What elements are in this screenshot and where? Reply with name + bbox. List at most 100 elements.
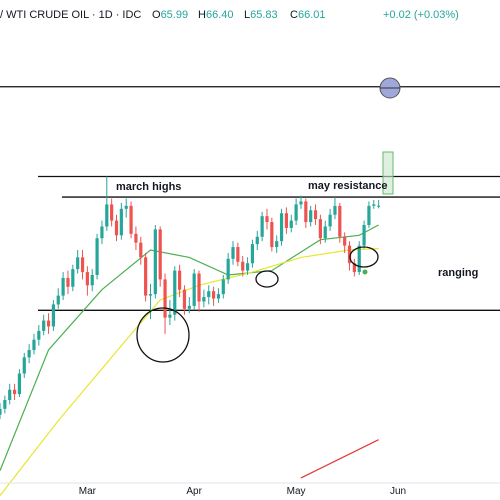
ohlc-value: C66.01 xyxy=(290,9,325,21)
candle-body xyxy=(250,244,255,264)
candle-body xyxy=(211,291,216,299)
target-box xyxy=(382,151,394,195)
candle-body xyxy=(236,247,240,262)
x-tick-label: Jun xyxy=(390,486,406,497)
indicator-line xyxy=(300,439,379,479)
candle-body xyxy=(153,229,157,295)
candle-body xyxy=(241,261,245,271)
candle-body xyxy=(163,279,167,318)
candle-body xyxy=(12,389,17,395)
candle-body xyxy=(318,219,322,239)
candle-body xyxy=(289,220,293,228)
header-bg xyxy=(0,0,500,26)
candle-body xyxy=(323,226,327,239)
candle-body xyxy=(275,241,279,248)
circle-annotation xyxy=(136,307,190,363)
candle-body xyxy=(182,289,187,309)
candle-body xyxy=(299,201,303,205)
candle-body xyxy=(90,275,94,286)
candle-body xyxy=(37,330,41,340)
candle-body xyxy=(158,229,162,280)
candle-body xyxy=(245,263,250,271)
signal-dot xyxy=(362,269,368,275)
annotation: ranging xyxy=(438,267,478,279)
ohlc-value: O65.99 xyxy=(152,9,188,21)
candle-body xyxy=(173,270,177,315)
candle-body xyxy=(202,297,206,302)
candle-body xyxy=(100,226,104,239)
x-tick-label: May xyxy=(287,486,306,497)
candle-body xyxy=(294,204,298,221)
candle-body xyxy=(76,257,80,270)
candle-body xyxy=(270,222,274,248)
candle-body xyxy=(279,213,284,242)
candle-body xyxy=(51,304,55,327)
candle-body xyxy=(85,272,89,286)
candle-body xyxy=(309,210,313,223)
candle-body xyxy=(56,295,60,305)
candle-body xyxy=(216,294,221,299)
candle-body xyxy=(124,205,128,209)
candle-body xyxy=(3,400,7,409)
candle-body xyxy=(333,205,337,215)
x-tick-label: Apr xyxy=(186,486,202,497)
candle-body xyxy=(129,205,133,234)
candle-body xyxy=(80,257,85,273)
annotation: march highs xyxy=(116,181,181,193)
candle-body xyxy=(105,204,109,227)
candle-body xyxy=(352,263,356,273)
candle-body xyxy=(110,204,114,221)
candle-body xyxy=(362,225,366,246)
candle-body xyxy=(221,279,225,295)
ohlc-value: H66.40 xyxy=(198,9,233,21)
candle-body xyxy=(148,294,153,296)
candle-body xyxy=(134,233,138,243)
candle-body xyxy=(313,210,318,220)
candle-body xyxy=(187,305,191,309)
candle-body xyxy=(192,273,196,306)
candle-body xyxy=(168,314,172,318)
candle-body xyxy=(8,389,12,400)
candle-body xyxy=(17,373,22,395)
circle-annotation xyxy=(255,270,279,288)
candle-body xyxy=(207,291,211,298)
candle-body xyxy=(46,320,51,327)
candle-body xyxy=(377,205,381,207)
candle-body xyxy=(260,216,264,237)
candle-body xyxy=(66,277,70,287)
candle-body xyxy=(343,236,347,246)
candle-body xyxy=(114,220,119,236)
candle-body xyxy=(367,205,371,225)
annotation: may resistance xyxy=(308,180,388,192)
candle-body xyxy=(197,273,201,302)
plot-area xyxy=(0,86,500,496)
ohlc-value: L65.83 xyxy=(244,9,278,21)
candle-body xyxy=(178,270,182,290)
candle-body xyxy=(357,245,361,273)
x-tick-label: Mar xyxy=(79,486,97,497)
candle-body xyxy=(284,213,289,228)
candle-body xyxy=(71,269,75,287)
candle-body xyxy=(347,245,352,264)
candle-body xyxy=(304,201,308,223)
change: +0.02 (+0.03%) xyxy=(383,9,459,21)
candle-body xyxy=(328,214,332,227)
candle-body xyxy=(61,277,65,296)
candle-body xyxy=(32,339,36,350)
candle-body xyxy=(265,216,269,223)
symbol-title: / WTI CRUDE OIL · 1D · IDC xyxy=(0,9,141,21)
candle-body xyxy=(119,208,123,236)
candle-body xyxy=(0,408,2,415)
candle-body xyxy=(255,236,259,245)
circle-annotation xyxy=(349,246,379,268)
candle-body xyxy=(144,257,148,296)
candle-body xyxy=(95,238,99,275)
ohlc-legend: O65.99 H66.40 L65.83 C66.01 xyxy=(152,9,325,21)
candle-body xyxy=(42,320,46,331)
candle-body xyxy=(231,247,235,259)
candle-body xyxy=(139,242,143,258)
candle-body xyxy=(226,258,230,280)
candle-body xyxy=(372,204,376,206)
